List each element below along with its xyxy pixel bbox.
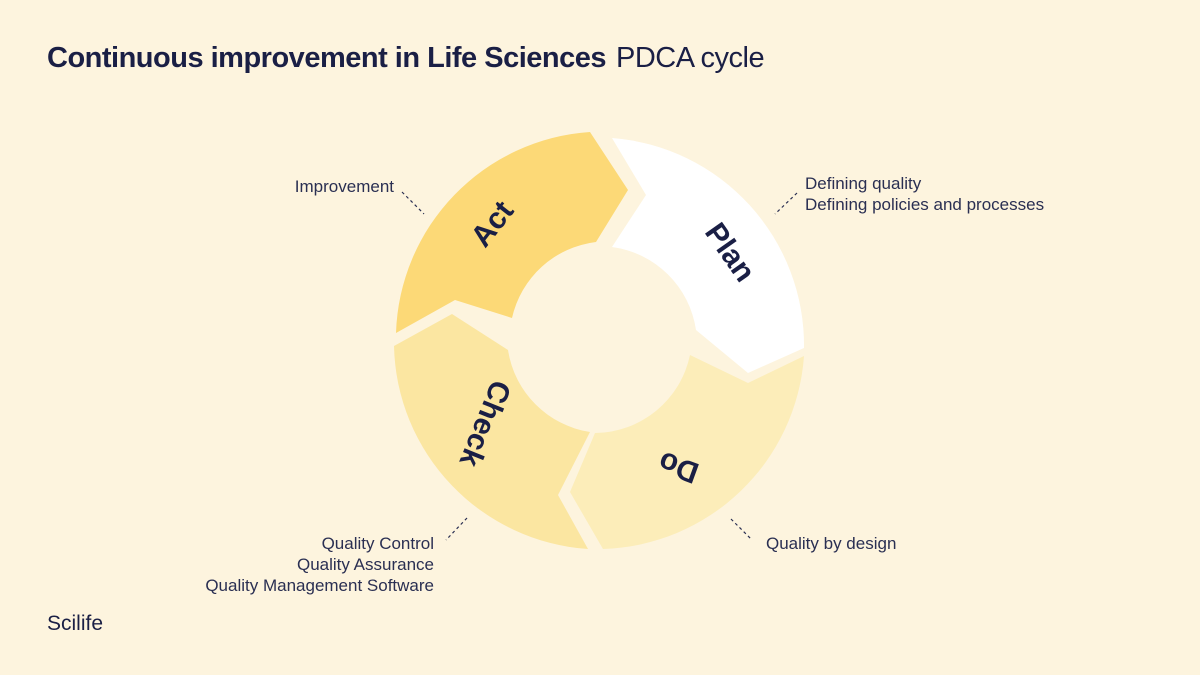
page-title: Continuous improvement in Life Sciences P… [47, 42, 765, 75]
annotation-act: Improvement [250, 176, 394, 197]
leader-check [445, 517, 468, 541]
annotation-line: Defining policies and processes [805, 195, 1045, 214]
annotation-line: Improvement [294, 177, 394, 196]
annotation-line: Defining quality [805, 174, 922, 193]
title-sub: PDCA cycle [616, 42, 765, 74]
leader-do [730, 518, 753, 541]
scilife-logo: Scilife [47, 612, 104, 635]
annotation-line: Quality Assurance [296, 555, 434, 574]
annotation-line: Quality Management Software [205, 576, 434, 595]
annotation-line: Quality by design [766, 534, 897, 553]
annotation-line: Quality Control [321, 534, 434, 553]
segment-act [396, 132, 628, 333]
annotation-do: Quality by design [766, 533, 896, 554]
segment-plan [612, 138, 805, 373]
cycle-center [514, 252, 690, 428]
segment-do [570, 355, 804, 549]
annotation-check: Quality Control Quality Assurance Qualit… [134, 533, 434, 596]
segment-check [394, 314, 590, 549]
title-main: Continuous improvement in Life Sciences [47, 42, 607, 74]
leader-plan [774, 192, 798, 215]
leader-act [401, 191, 425, 215]
annotation-plan: Defining quality Defining policies and p… [805, 173, 1044, 215]
